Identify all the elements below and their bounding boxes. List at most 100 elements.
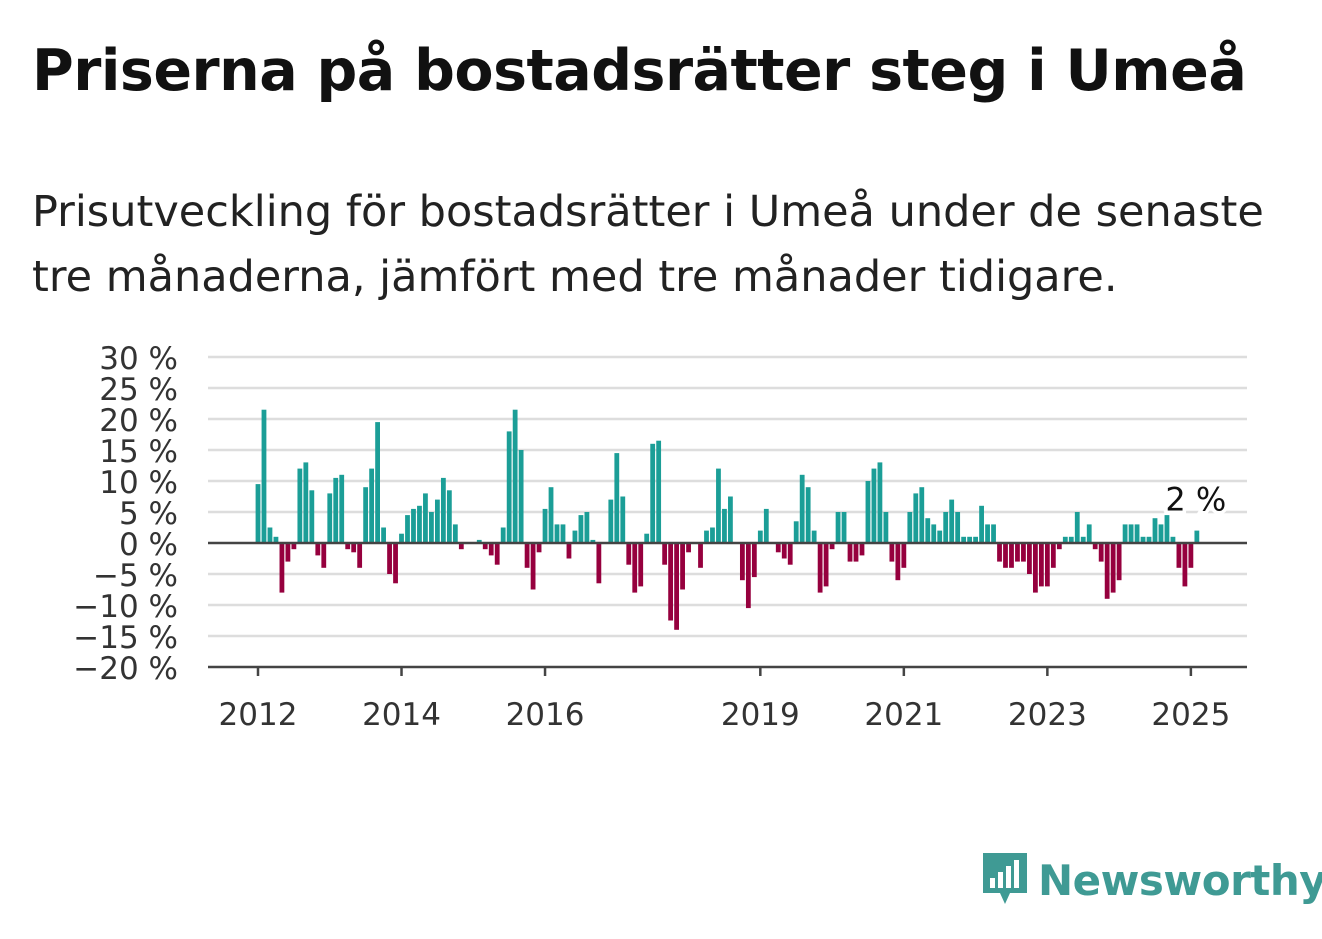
x-tick-label: 2012 bbox=[219, 697, 298, 733]
bar bbox=[1182, 543, 1188, 587]
bar bbox=[799, 474, 805, 543]
bar bbox=[596, 543, 602, 584]
bar bbox=[536, 543, 542, 553]
bar bbox=[1188, 543, 1194, 568]
chart-title: Priserna på bostadsrätter steg i Umeå bbox=[32, 38, 1247, 104]
bar bbox=[686, 543, 691, 553]
bar bbox=[829, 543, 835, 550]
bar bbox=[1164, 515, 1170, 543]
bar bbox=[913, 493, 919, 543]
bar bbox=[363, 487, 369, 543]
bar bbox=[1074, 512, 1080, 543]
bar bbox=[321, 543, 327, 568]
bar bbox=[476, 539, 482, 543]
bar bbox=[889, 543, 895, 562]
y-tick-label: −20 % bbox=[73, 651, 178, 687]
bar bbox=[369, 468, 375, 543]
bar bbox=[440, 477, 446, 543]
bar bbox=[728, 496, 733, 543]
bar bbox=[435, 499, 440, 543]
bar bbox=[710, 527, 715, 543]
bar bbox=[285, 543, 291, 562]
bar bbox=[763, 508, 769, 543]
bar bbox=[883, 512, 889, 543]
bar bbox=[524, 543, 530, 568]
bar bbox=[895, 543, 901, 581]
x-tick-label: 2025 bbox=[1151, 697, 1230, 733]
bar bbox=[823, 543, 829, 587]
bar bbox=[512, 409, 518, 543]
bar bbox=[399, 533, 404, 543]
newsworthy-logo-icon bbox=[983, 853, 1027, 904]
bar bbox=[351, 543, 357, 553]
bar bbox=[267, 527, 273, 543]
bar bbox=[805, 487, 811, 543]
bar bbox=[291, 543, 297, 550]
bar bbox=[339, 474, 345, 543]
bar bbox=[626, 543, 632, 565]
bar bbox=[722, 508, 727, 543]
bar bbox=[297, 468, 303, 543]
chart-subtitle: Prisutveckling för bostadsrätter i Umeå … bbox=[32, 187, 1264, 302]
bar bbox=[1033, 543, 1038, 593]
bar bbox=[997, 543, 1002, 562]
bar bbox=[345, 543, 351, 550]
bar bbox=[644, 533, 650, 543]
bar bbox=[620, 496, 626, 543]
bar bbox=[1110, 543, 1116, 593]
bar bbox=[482, 543, 488, 550]
bar bbox=[704, 530, 709, 543]
bar bbox=[458, 543, 464, 550]
bar bbox=[1062, 536, 1068, 543]
bar bbox=[985, 524, 990, 543]
bar bbox=[1050, 543, 1056, 568]
bar bbox=[255, 484, 261, 543]
bar bbox=[877, 462, 883, 543]
y-tick-label: −10 % bbox=[73, 589, 178, 625]
bar bbox=[787, 543, 793, 565]
bar bbox=[1104, 543, 1110, 599]
bar bbox=[572, 530, 578, 543]
bar bbox=[584, 512, 590, 543]
bar bbox=[1134, 524, 1140, 543]
bar bbox=[865, 481, 871, 543]
bar bbox=[1092, 543, 1098, 550]
bar bbox=[608, 499, 614, 543]
bar bbox=[411, 508, 416, 543]
bar bbox=[1122, 524, 1128, 543]
bar bbox=[739, 543, 745, 581]
bar bbox=[1170, 536, 1176, 543]
bar bbox=[1003, 543, 1008, 568]
bar bbox=[273, 536, 279, 543]
bar bbox=[745, 543, 751, 609]
bar bbox=[662, 543, 668, 565]
bar bbox=[530, 543, 536, 590]
bar bbox=[961, 536, 967, 543]
annotation-label: 2 % bbox=[1165, 481, 1226, 519]
y-tick-label: 30 % bbox=[99, 341, 178, 377]
bar bbox=[716, 468, 721, 543]
bar bbox=[967, 536, 973, 543]
bar bbox=[698, 543, 703, 568]
bar bbox=[548, 487, 554, 543]
bar bbox=[387, 543, 392, 574]
y-tick-label: −15 % bbox=[73, 620, 178, 656]
y-tick-label: 25 % bbox=[99, 372, 178, 408]
bar bbox=[1146, 536, 1152, 543]
bar bbox=[973, 536, 978, 543]
y-tick-label: 15 % bbox=[99, 434, 178, 470]
bar bbox=[757, 530, 763, 543]
bar bbox=[327, 493, 333, 543]
bar bbox=[1158, 524, 1164, 543]
bar bbox=[506, 431, 512, 543]
bar bbox=[1194, 530, 1200, 543]
bar bbox=[590, 539, 596, 543]
bar bbox=[841, 512, 847, 543]
bar bbox=[1140, 536, 1146, 543]
bar bbox=[614, 453, 620, 543]
bar bbox=[853, 543, 859, 562]
bar bbox=[261, 409, 267, 543]
bar bbox=[991, 524, 996, 543]
bar bbox=[494, 543, 500, 565]
brand: Newsworthy bbox=[980, 850, 1322, 910]
